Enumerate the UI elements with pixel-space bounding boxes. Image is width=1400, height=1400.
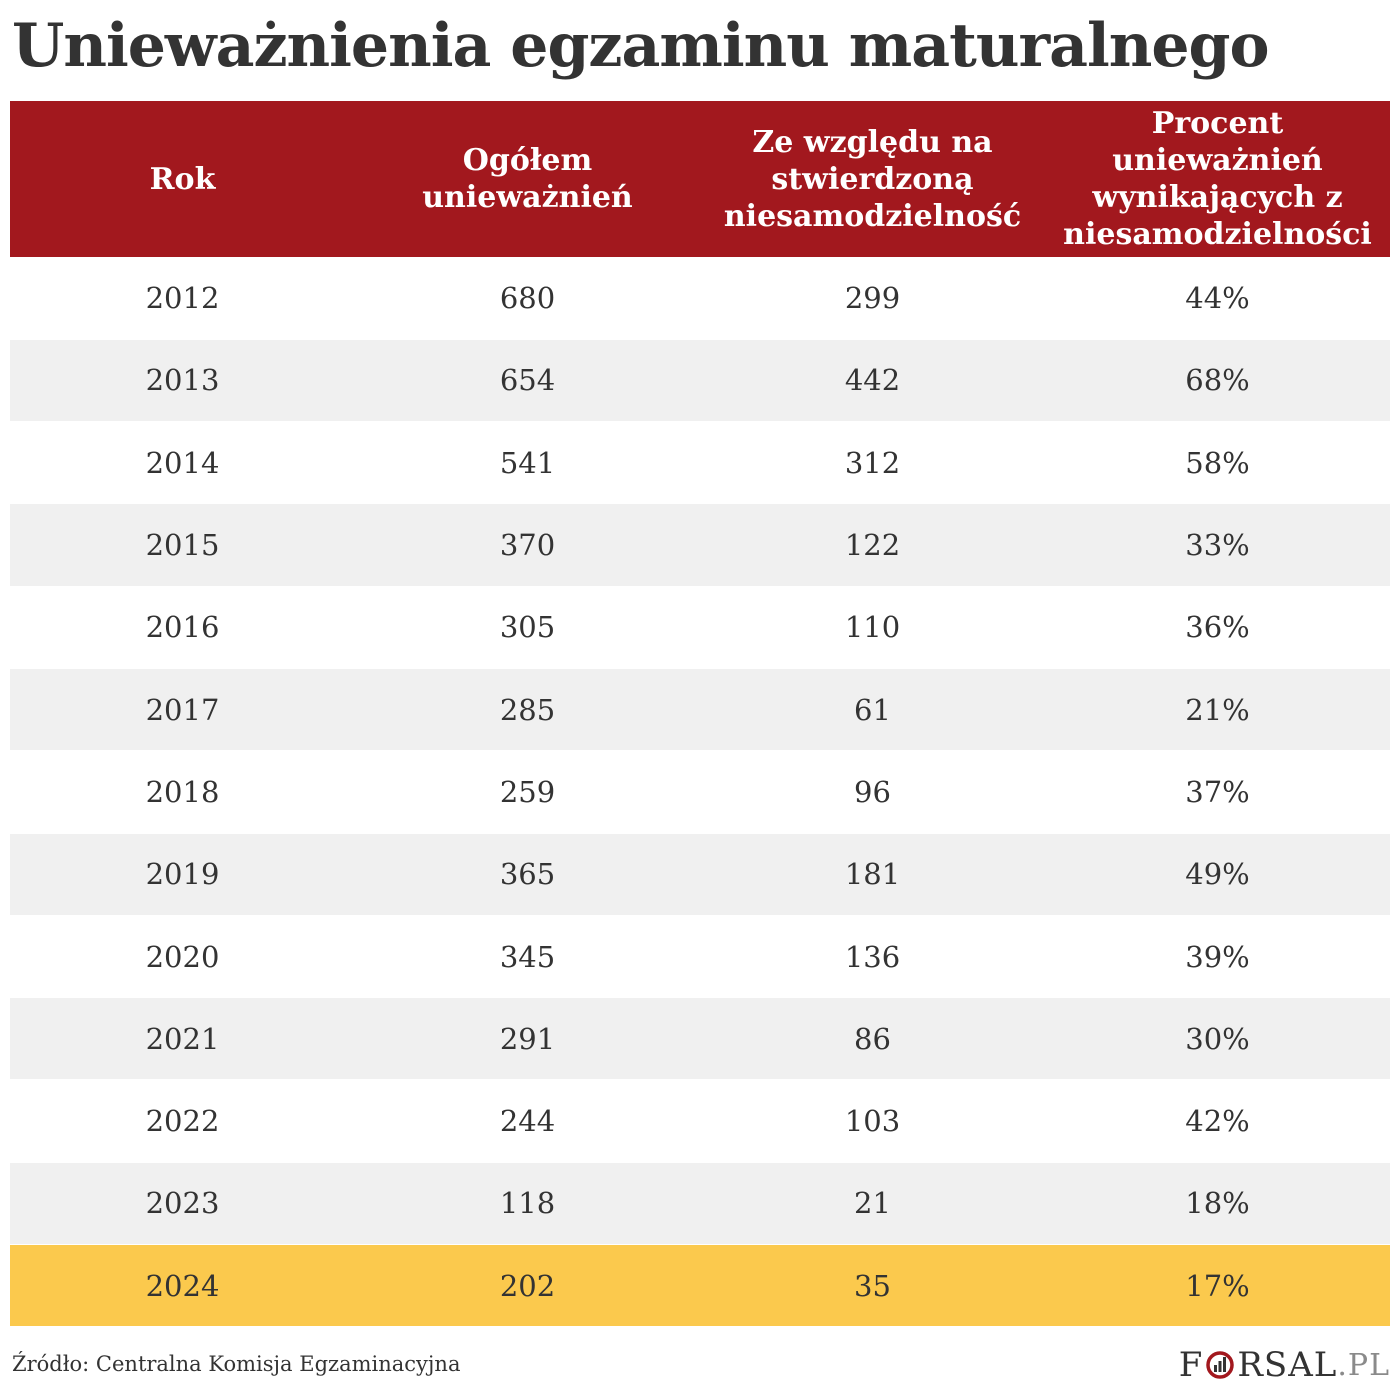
cell-total: 541	[355, 421, 700, 505]
cell-percent: 36%	[1045, 586, 1390, 669]
table-row: 2020 345 136 39%	[10, 915, 1390, 999]
cell-niesamodzielnosc: 35	[700, 1244, 1045, 1328]
source-note: Źródło: Centralna Komisja Egzaminacyjna	[12, 1352, 461, 1376]
cell-year: 2024	[10, 1244, 355, 1328]
cell-year: 2023	[10, 1162, 355, 1246]
cell-year: 2019	[10, 833, 355, 916]
forsal-logo: F RSAL .PL	[1179, 1343, 1390, 1387]
table-row: 2021 291 86 30%	[10, 997, 1390, 1081]
cell-total: 259	[355, 750, 700, 834]
cell-total: 118	[355, 1162, 700, 1246]
cell-year: 2012	[10, 257, 355, 340]
cell-year: 2016	[10, 586, 355, 669]
cell-total: 654	[355, 339, 700, 423]
table-body: 2012 680 299 44% 2013 654 442 68% 2014 541 312 58% 2…	[10, 257, 1390, 1328]
cell-niesamodzielnosc: 103	[700, 1079, 1045, 1163]
table-row: 2013 654 442 68%	[10, 339, 1390, 423]
table-row: 2024 202 35 17%	[10, 1244, 1390, 1328]
cell-niesamodzielnosc: 110	[700, 586, 1045, 669]
cell-total: 345	[355, 915, 700, 999]
column-header-procent: Procent unieważnień wynikających z niesa…	[1063, 106, 1372, 252]
cell-total: 244	[355, 1079, 700, 1163]
cell-niesamodzielnosc: 299	[700, 257, 1045, 340]
cell-niesamodzielnosc: 122	[700, 503, 1045, 587]
cell-percent: 39%	[1045, 915, 1390, 999]
cell-niesamodzielnosc: 86	[700, 997, 1045, 1081]
cell-niesamodzielnosc: 61	[700, 668, 1045, 752]
cell-year: 2013	[10, 339, 355, 423]
cell-percent: 30%	[1045, 997, 1390, 1081]
table-row: 2014 541 312 58%	[10, 421, 1390, 505]
cell-percent: 58%	[1045, 421, 1390, 505]
cell-year: 2017	[10, 668, 355, 752]
cell-total: 365	[355, 833, 700, 916]
cell-percent: 21%	[1045, 668, 1390, 752]
cell-total: 370	[355, 503, 700, 587]
column-header-ogolem: Ogółem unieważnień	[422, 143, 633, 215]
cell-year: 2021	[10, 997, 355, 1081]
page-title: Unieważnienia egzaminu maturalnego	[12, 11, 1270, 81]
table-row: 2016 305 110 36%	[10, 586, 1390, 669]
cell-year: 2015	[10, 503, 355, 587]
table-row: 2022 244 103 42%	[10, 1079, 1390, 1163]
cell-niesamodzielnosc: 96	[700, 750, 1045, 834]
table-row: 2012 680 299 44%	[10, 257, 1390, 340]
table-row: 2017 285 61 21%	[10, 668, 1390, 752]
table-row: 2023 118 21 18%	[10, 1162, 1390, 1246]
cell-niesamodzielnosc: 312	[700, 421, 1045, 505]
table-header: Rok Ogółem unieważnień Ze względu na stw…	[10, 101, 1390, 257]
table-row: 2015 370 122 33%	[10, 503, 1390, 587]
data-table: Rok Ogółem unieważnień Ze względu na stw…	[10, 101, 1390, 1328]
cell-niesamodzielnosc: 136	[700, 915, 1045, 999]
column-header-niesamodzielnosc: Ze względu na stwierdzoną niesamodzielno…	[723, 124, 1022, 234]
cell-percent: 18%	[1045, 1162, 1390, 1246]
cell-total: 285	[355, 668, 700, 752]
cell-year: 2014	[10, 421, 355, 505]
cell-year: 2018	[10, 750, 355, 834]
cell-total: 291	[355, 997, 700, 1081]
cell-year: 2022	[10, 1079, 355, 1163]
logo-chart-o-icon	[1206, 1351, 1235, 1379]
cell-niesamodzielnosc: 442	[700, 339, 1045, 423]
cell-percent: 37%	[1045, 750, 1390, 834]
logo-main: RSAL	[1237, 1345, 1338, 1385]
table-row: 2019 365 181 49%	[10, 833, 1390, 916]
column-header-rok: Rok	[149, 161, 216, 197]
cell-percent: 49%	[1045, 833, 1390, 916]
cell-total: 202	[355, 1244, 700, 1328]
logo-prefix: F	[1178, 1345, 1204, 1385]
cell-total: 305	[355, 586, 700, 669]
cell-total: 680	[355, 257, 700, 340]
cell-niesamodzielnosc: 181	[700, 833, 1045, 916]
cell-percent: 42%	[1045, 1079, 1390, 1163]
cell-percent: 68%	[1045, 339, 1390, 423]
cell-niesamodzielnosc: 21	[700, 1162, 1045, 1246]
logo-domain: .PL	[1337, 1347, 1390, 1383]
cell-percent: 33%	[1045, 503, 1390, 587]
header-row: Rok Ogółem unieważnień Ze względu na stw…	[10, 101, 1390, 257]
table-row: 2018 259 96 37%	[10, 750, 1390, 834]
cell-percent: 17%	[1045, 1244, 1390, 1328]
cell-percent: 44%	[1045, 257, 1390, 340]
cell-year: 2020	[10, 915, 355, 999]
